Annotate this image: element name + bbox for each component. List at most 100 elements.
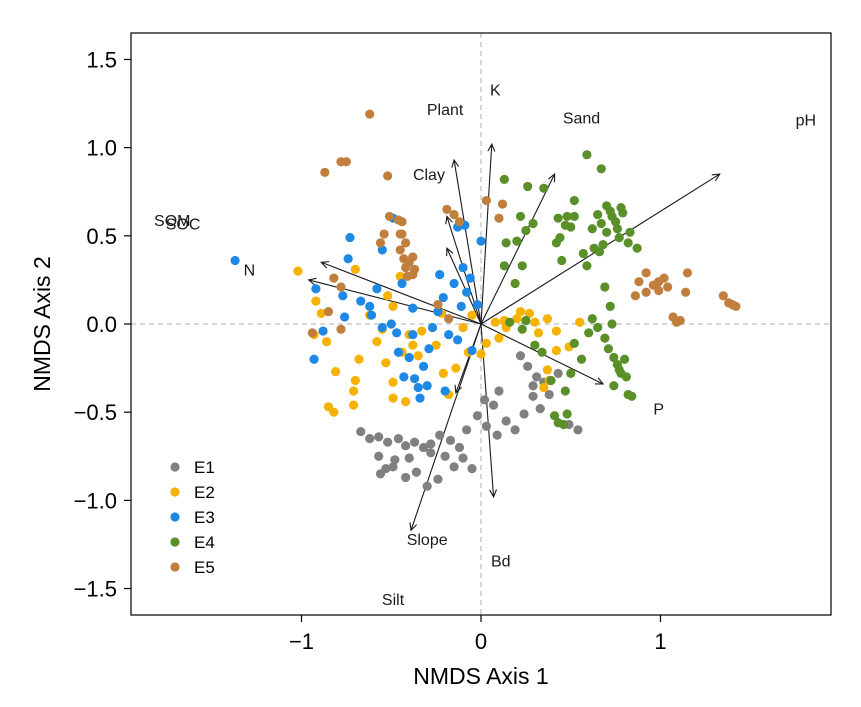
point-e5	[675, 315, 685, 326]
point-e1	[510, 425, 520, 435]
point-e5	[379, 229, 389, 239]
y-axis-title: NMDS Axis 2	[29, 256, 55, 391]
legend-label: E3	[194, 508, 215, 527]
point-e2	[467, 310, 477, 320]
x-tick-label: 1	[654, 629, 666, 654]
point-e2	[413, 351, 423, 361]
y-axis: −1.5 −1.0 −0.5 0.0 0.5 1.0 1.5	[74, 47, 131, 602]
point-e1	[467, 464, 477, 474]
point-e2	[551, 345, 561, 356]
point-e1	[388, 462, 398, 472]
vector-arrows	[307, 142, 721, 532]
point-e5	[307, 328, 317, 338]
point-e5	[641, 287, 651, 297]
point-e2	[539, 382, 549, 393]
point-e4	[553, 213, 563, 223]
vector-arrowhead-sand	[547, 172, 556, 183]
point-e2	[388, 377, 398, 387]
point-e3	[476, 236, 486, 246]
legend-swatch	[170, 537, 180, 547]
point-e2	[348, 386, 359, 396]
point-e4	[576, 354, 587, 364]
vector-arrowhead-ph	[711, 173, 721, 182]
point-e4	[619, 354, 630, 364]
point-e1	[374, 432, 384, 442]
point-e5	[497, 199, 508, 209]
point-e4	[609, 381, 619, 391]
point-e3	[393, 347, 404, 357]
point-e3	[399, 372, 409, 382]
point-e5	[383, 171, 393, 181]
x-tick-label: 0	[475, 629, 487, 654]
point-e5	[630, 291, 640, 301]
point-e4	[517, 324, 527, 334]
point-e3	[339, 312, 350, 322]
legend-swatch	[170, 512, 180, 522]
point-e4	[560, 220, 570, 230]
point-e4	[557, 255, 567, 266]
point-e3	[408, 329, 418, 340]
point-e1	[409, 437, 420, 447]
point-e2	[329, 407, 339, 417]
vector-arrowhead-p	[595, 377, 605, 385]
point-e4	[566, 368, 576, 378]
point-e5	[384, 211, 395, 222]
vector-label-k: K	[490, 82, 501, 99]
point-e5	[341, 157, 351, 167]
point-e3	[418, 361, 429, 371]
point-e2	[542, 314, 553, 324]
point-e5	[718, 291, 728, 301]
legend-item-e2: E2	[170, 483, 215, 502]
point-e3	[311, 284, 321, 294]
point-e1	[479, 395, 490, 405]
point-e4	[611, 217, 621, 227]
point-e2	[348, 400, 359, 410]
point-e4	[612, 224, 623, 234]
point-e4	[560, 386, 570, 396]
point-e3	[438, 292, 448, 303]
legend-label: E4	[194, 533, 215, 552]
point-e1	[393, 434, 404, 444]
point-e1	[422, 481, 432, 491]
point-e2	[417, 326, 427, 336]
point-e3	[424, 344, 434, 354]
point-e4	[499, 174, 509, 184]
point-e4	[558, 419, 569, 430]
point-e1	[426, 439, 436, 449]
point-e1	[458, 453, 468, 463]
point-e3	[449, 278, 459, 289]
point-e2	[431, 340, 441, 350]
point-e2	[354, 354, 364, 364]
point-e2	[372, 337, 382, 347]
legend-label: E1	[194, 458, 215, 477]
point-e4	[632, 243, 642, 253]
point-e5	[681, 287, 691, 297]
point-e3	[456, 301, 466, 311]
point-e5	[336, 324, 346, 334]
point-e4	[584, 328, 594, 338]
vector-arrowhead-clay	[445, 215, 453, 225]
y-tick-label: −0.5	[74, 400, 117, 425]
vector-arrow-plant	[453, 159, 482, 325]
point-e4	[605, 301, 615, 311]
point-e1	[383, 437, 393, 447]
point-e5	[408, 252, 418, 262]
point-e2	[316, 308, 326, 319]
point-e1	[544, 389, 554, 400]
point-e4	[562, 409, 572, 419]
point-e4	[593, 322, 603, 333]
point-e5	[395, 229, 405, 239]
point-e1	[472, 411, 483, 421]
vector-arrowhead-bd	[489, 489, 498, 499]
point-e4	[521, 315, 531, 326]
point-e5	[659, 273, 669, 283]
point-e1	[519, 409, 529, 419]
point-e1	[573, 425, 583, 435]
point-e3	[318, 326, 328, 336]
point-e1	[535, 404, 545, 414]
point-e4	[521, 225, 531, 236]
legend-item-e1: E1	[170, 458, 215, 477]
point-e4	[578, 248, 588, 259]
point-e4	[499, 261, 509, 271]
